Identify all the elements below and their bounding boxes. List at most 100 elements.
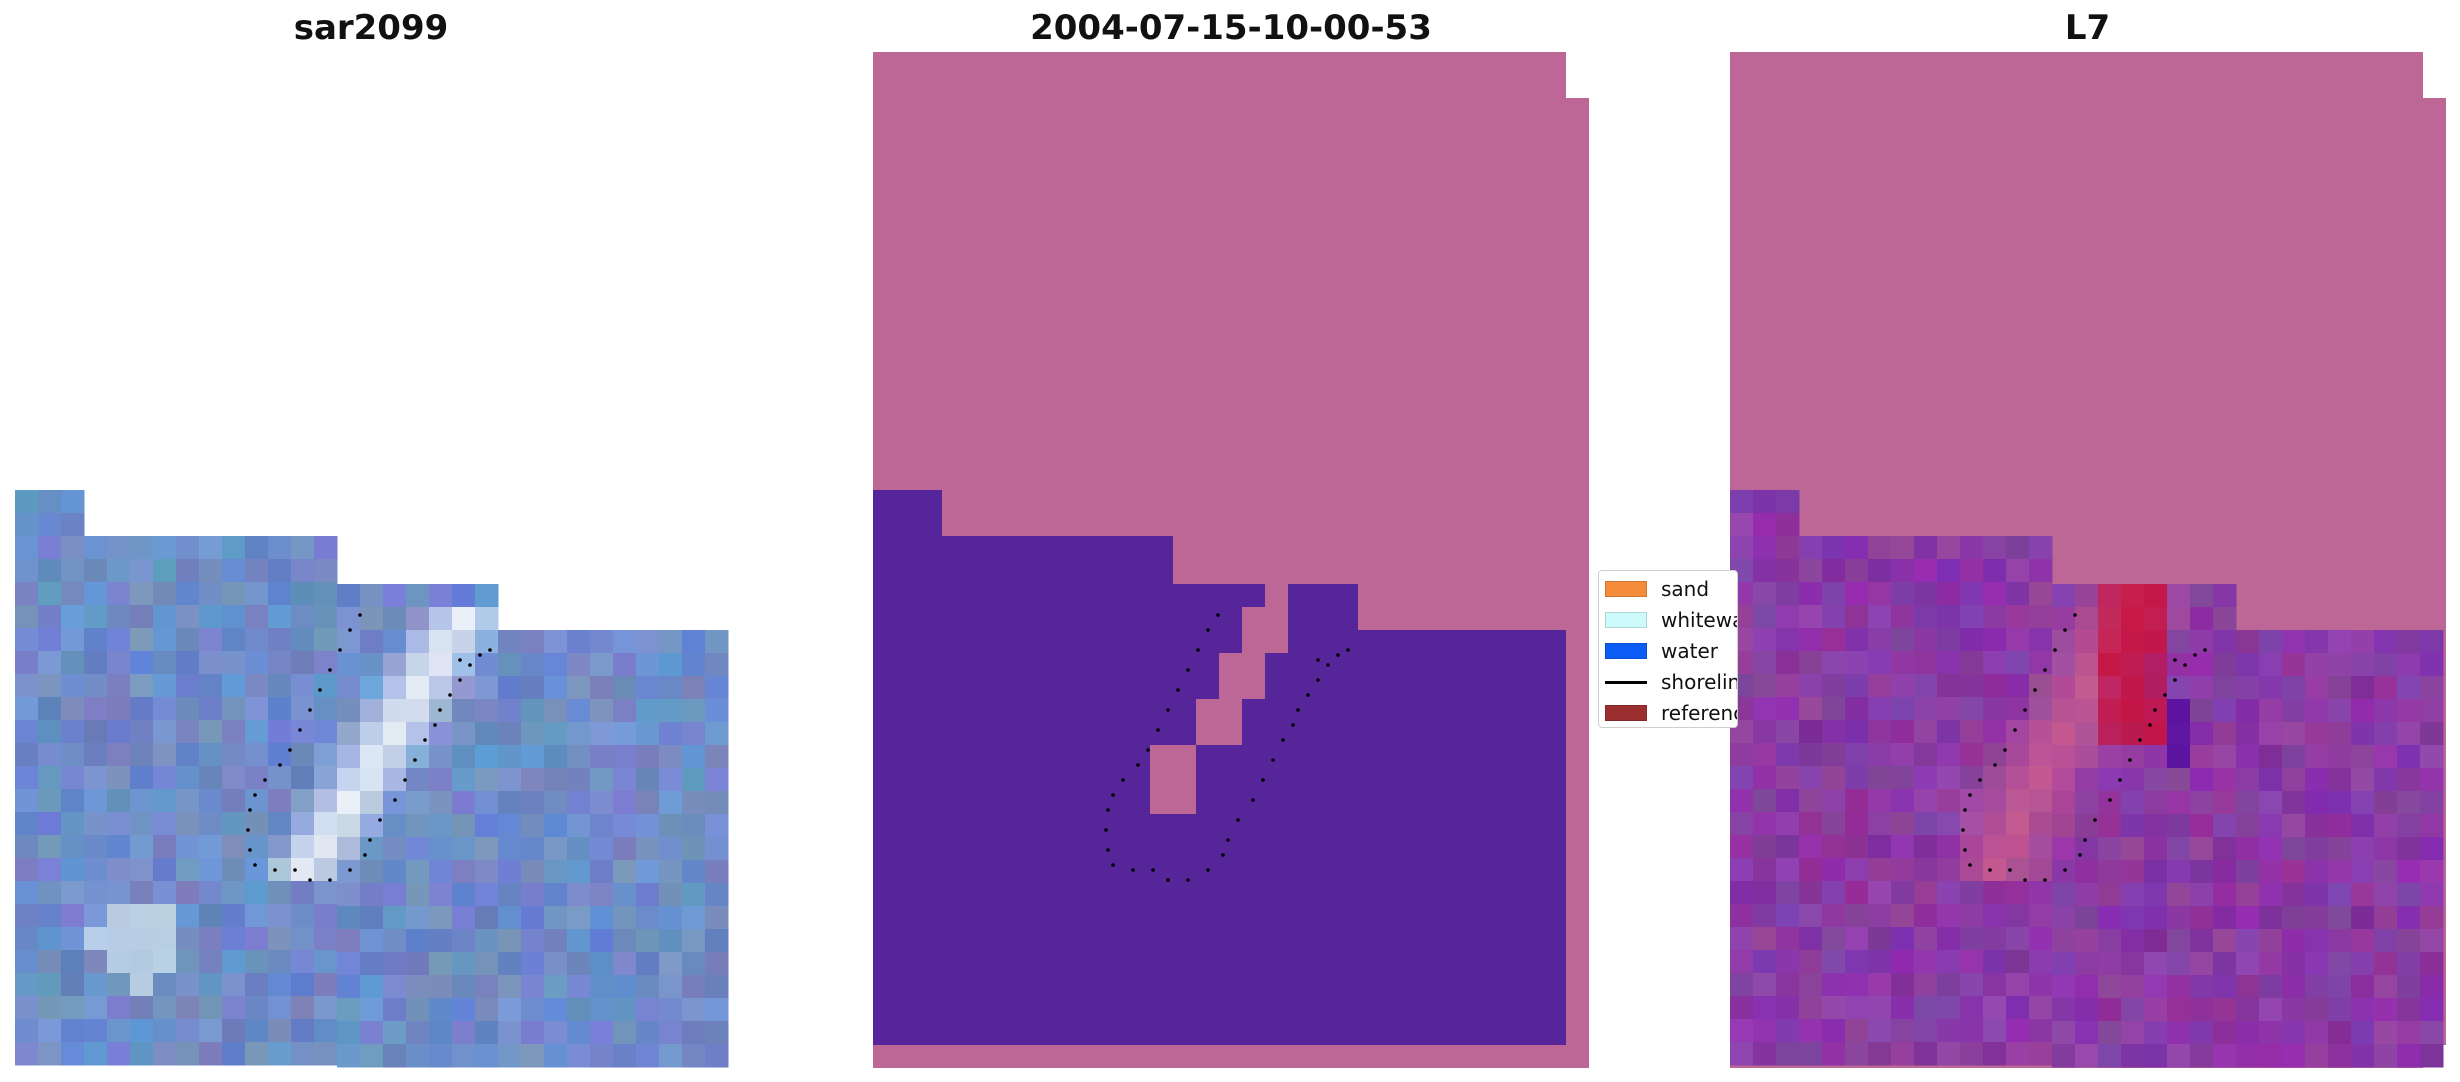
index-pixel (1799, 927, 1823, 951)
rgb-pixel (84, 881, 108, 905)
index-pixel (2029, 559, 2053, 583)
index-pixel (2052, 699, 2076, 723)
rgb-pixel (84, 582, 108, 606)
rgb-pixel (429, 998, 453, 1022)
index-pixel (1960, 697, 1984, 721)
rgb-pixel (567, 883, 591, 907)
index-pixel (2259, 745, 2283, 769)
index-pixel (2052, 653, 2076, 677)
rgb-pixel (682, 676, 706, 700)
index-pixel (2121, 837, 2145, 861)
rgb-pixel (61, 950, 85, 974)
rgb-pixel (360, 883, 384, 907)
rgb-pixel (61, 1042, 85, 1066)
index-pixel (1845, 858, 1869, 882)
rgb-pixel (268, 1042, 292, 1066)
rgb-pixel (107, 1042, 131, 1066)
rgb-pixel (107, 858, 131, 882)
index-pixel (2121, 653, 2145, 677)
index-pixel (2006, 697, 2030, 721)
index-pixel (2075, 653, 2099, 677)
rgb-pixel (176, 536, 200, 560)
index-pixel (2098, 607, 2122, 631)
index-pixel (2075, 699, 2099, 723)
index-pixel (1937, 835, 1961, 859)
rgb-pixel (107, 789, 131, 813)
rgb-pixel (613, 860, 637, 884)
rgb-pixel (521, 860, 545, 884)
rgb-pixel (84, 812, 108, 836)
rgb-pixel (383, 929, 407, 953)
rgb-pixel (383, 975, 407, 999)
index-pixel (2006, 973, 2030, 997)
shoreline-point (328, 668, 332, 672)
index-pixel (2144, 653, 2168, 677)
rgb-pixel (659, 952, 683, 976)
index-pixel (2006, 927, 2030, 951)
index-pixel (2328, 768, 2352, 792)
index-pixel (2351, 768, 2375, 792)
shoreline-point (2148, 723, 2152, 727)
index-pixel (1891, 904, 1915, 928)
index-pixel (1799, 697, 1823, 721)
shoreline-point (1968, 863, 1972, 867)
index-pixel (2121, 975, 2145, 999)
index-pixel (1983, 812, 2007, 836)
legend-label-water: water (1661, 639, 1718, 663)
index-pixel (2259, 837, 2283, 861)
rgb-pixel (176, 559, 200, 583)
rgb-pixel (452, 699, 476, 723)
rgb-pixel (314, 582, 338, 606)
shoreline-point (1261, 778, 1265, 782)
rgb-pixel (383, 1021, 407, 1045)
index-pixel (2144, 676, 2168, 700)
rgb-pixel (291, 605, 315, 629)
rgb-pixel (38, 582, 62, 606)
index-pixel (1730, 858, 1754, 882)
index-pixel (2328, 860, 2352, 884)
rgb-pixel (107, 605, 131, 629)
shoreline-point (433, 723, 437, 727)
rgb-pixel (314, 904, 338, 928)
index-pixel (1983, 904, 2007, 928)
index-pixel (2006, 536, 2030, 560)
rgb-pixel (705, 929, 729, 953)
shoreline-point (2078, 853, 2082, 857)
index-pixel (1960, 605, 1984, 629)
sandbar-pixel (1265, 561, 1288, 584)
rgb-pixel (360, 998, 384, 1022)
rgb-pixel (245, 881, 269, 905)
index-pixel (2075, 998, 2099, 1022)
index-pixel (1868, 697, 1892, 721)
index-pixel (2374, 906, 2398, 930)
index-pixel (2006, 743, 2030, 767)
rgb-pixel (268, 582, 292, 606)
rgb-pixel (15, 582, 39, 606)
rgb-pixel (245, 835, 269, 859)
shoreline-point (253, 793, 257, 797)
rgb-pixel (383, 952, 407, 976)
rgb-pixel (15, 674, 39, 698)
rgb-pixel (521, 1021, 545, 1045)
index-pixel (2052, 676, 2076, 700)
rgb-pixel (498, 952, 522, 976)
rgb-pixel (567, 699, 591, 723)
shoreline-point (278, 763, 282, 767)
rgb-pixel (176, 674, 200, 698)
index-pixel (1776, 536, 1800, 560)
index-pixel (2006, 720, 2030, 744)
rgb-pixel (498, 791, 522, 815)
rgb-pixel (245, 1019, 269, 1043)
rgb-pixel (245, 812, 269, 836)
index-pixel (2052, 860, 2076, 884)
index-pixel (2190, 1021, 2214, 1045)
index-pixel (2420, 952, 2444, 976)
rgb-pixel (314, 858, 338, 882)
index-pixel (2075, 584, 2099, 608)
index-pixel (2167, 630, 2191, 654)
rgb-pixel (314, 1042, 338, 1066)
index-pixel (2328, 883, 2352, 907)
rgb-pixel (130, 812, 154, 836)
index-pixel (2075, 860, 2099, 884)
rgb-pixel (107, 559, 131, 583)
